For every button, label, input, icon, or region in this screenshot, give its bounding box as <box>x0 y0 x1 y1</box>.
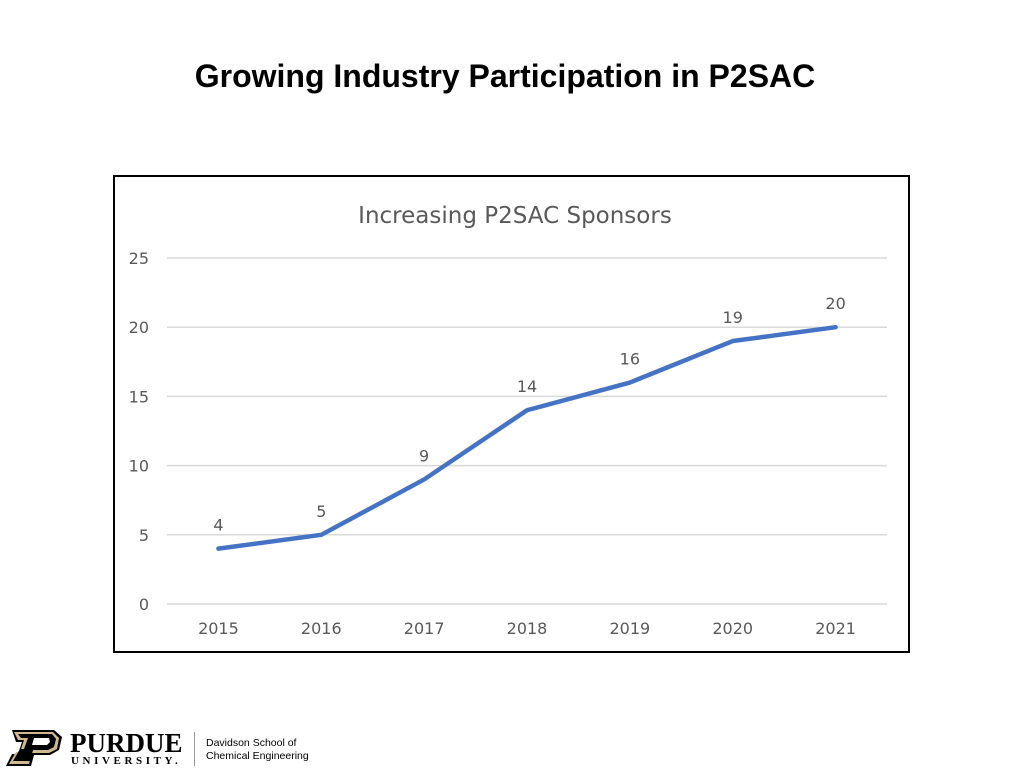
chart-title: Increasing P2SAC Sponsors <box>358 203 672 229</box>
chart-frame: Increasing P2SAC Sponsors 0 5 10 15 20 25 2015… <box>113 175 910 653</box>
data-label: 20 <box>825 294 845 313</box>
department-line-1: Davidson School of <box>206 737 297 749</box>
footer: PURDUE UNIVERSITY. Davidson School of Ch… <box>0 728 400 768</box>
data-label: 19 <box>723 308 743 327</box>
x-tick-label: 2019 <box>609 619 650 638</box>
data-label: 4 <box>213 516 223 535</box>
series-line <box>216 324 838 551</box>
y-tick-label: 0 <box>139 595 149 614</box>
data-label: 16 <box>620 350 640 369</box>
y-tick-label: 5 <box>139 526 149 545</box>
data-label: 9 <box>419 446 429 465</box>
x-tick-label: 2016 <box>301 619 342 638</box>
purdue-p-logo-icon <box>6 730 62 766</box>
purdue-wordmark: PURDUE <box>70 728 183 758</box>
data-label: 5 <box>316 502 326 521</box>
x-tick-label: 2015 <box>198 619 239 638</box>
logo-divider <box>194 732 195 766</box>
department-name: Davidson School of Chemical Engineering <box>206 737 309 763</box>
y-tick-label: 15 <box>129 387 149 406</box>
x-tick-label: 2018 <box>507 619 548 638</box>
y-tick-label: 10 <box>129 457 149 476</box>
slide-title: Growing Industry Participation in P2SAC <box>194 58 816 94</box>
line-chart: Increasing P2SAC Sponsors 0 5 10 15 20 25 2015… <box>129 203 887 638</box>
x-tick-label: 2021 <box>815 619 856 638</box>
x-tick-label: 2020 <box>712 619 753 638</box>
x-tick-label: 2017 <box>404 619 445 638</box>
y-tick-label: 20 <box>129 318 149 337</box>
data-label: 14 <box>517 377 537 396</box>
university-wordmark: UNIVERSITY. <box>71 755 182 767</box>
y-tick-label: 25 <box>129 249 149 268</box>
department-line-2: Chemical Engineering <box>206 750 309 762</box>
